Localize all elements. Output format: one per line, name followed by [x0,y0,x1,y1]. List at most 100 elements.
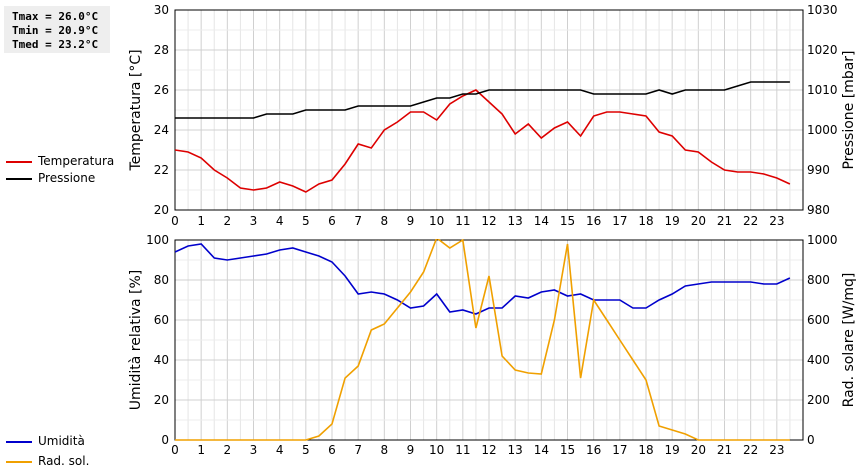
x-tick-label: 5 [302,214,310,228]
x-tick-label: 2 [224,443,232,457]
x-tick-label: 10 [429,214,444,228]
legend-swatch-pressione [6,178,32,180]
x-tick-label: 3 [250,443,258,457]
x-tick-label: 18 [638,443,653,457]
y-right-axis-title: Rad. solare [W/mq] [841,273,857,408]
y-right-tick-label: 1030 [807,3,838,17]
chart-panel-2: 0 1 2 3 4 5 6 7 8 9 10 11 12 13 14 15 16 17 18 19 20 21 22 2302… [128,233,857,457]
y-left-axis-title: Temperatura [°C] [128,49,144,171]
y-left-tick-label: 28 [154,43,169,57]
x-tick-label: 14 [534,443,549,457]
y-left-tick-label: 20 [154,393,169,407]
y-left-tick-label: 26 [154,83,169,97]
x-tick-label: 6 [328,443,336,457]
legend-swatch-rad-sol [6,461,32,463]
y-left-tick-label: 40 [154,353,169,367]
x-tick-label: 2 [224,214,232,228]
y-right-tick-label: 400 [807,353,830,367]
plot-frame [174,9,804,211]
x-tick-label: 13 [508,443,523,457]
x-tick-label: 19 [665,214,680,228]
x-tick-label: 11 [455,214,470,228]
y-left-tick-label: 20 [154,203,169,217]
x-tick-label: 23 [769,214,784,228]
y-left-tick-label: 0 [161,433,169,447]
legend-swatch-umidita [6,441,32,443]
y-left-tick-label: 60 [154,313,169,327]
x-tick-label: 9 [407,443,415,457]
series-line-rad-sol- [175,239,790,441]
chart-panel-1: 0 1 2 3 4 5 6 7 8 9 10 11 12 13 14 15 16 17 18 19 20 21 22 2320… [128,3,857,228]
x-tick-label: 0 [171,214,179,228]
legend-item-umidita: Umidità [6,433,158,450]
y-right-tick-label: 1000 [807,123,838,137]
x-tick-label: 7 [354,214,362,228]
series-line-pressione [175,81,790,119]
y-right-tick-label: 800 [807,273,830,287]
x-tick-label: 4 [276,443,284,457]
x-tick-label: 20 [691,443,706,457]
x-tick-label: 10 [429,443,444,457]
x-tick-label: 22 [743,214,758,228]
y-left-tick-label: 30 [154,3,169,17]
tmin-text: Tmin = 20.9°C [12,24,99,37]
legend-swatch-temperatura [6,161,32,163]
tmax-text: Tmax = 26.0°C [12,10,99,23]
y-left-tick-label: 100 [146,233,169,247]
x-tick-label: 16 [586,214,601,228]
x-tick-label: 8 [381,443,389,457]
y-right-tick-label: 600 [807,313,830,327]
x-tick-label: 12 [481,214,496,228]
y-right-tick-label: 200 [807,393,830,407]
x-tick-label: 5 [302,443,310,457]
x-tick-label: 15 [560,214,575,228]
x-tick-label: 3 [250,214,258,228]
y-left-axis-title: Umidità relativa [%] [128,270,144,411]
x-tick-label: 17 [612,443,627,457]
y-left-tick-label: 22 [154,163,169,177]
x-tick-label: 4 [276,214,284,228]
stats-box: Tmax = 26.0°C Tmin = 20.9°C Tmed = 23.2°… [4,6,110,53]
legend-item-pressione: Pressione [6,170,114,187]
tmed-text: Tmed = 23.2°C [12,38,99,51]
x-tick-label: 1 [197,214,205,228]
y-left-tick-label: 80 [154,273,169,287]
y-right-tick-label: 990 [807,163,830,177]
x-tick-label: 7 [354,443,362,457]
x-tick-label: 18 [638,214,653,228]
x-tick-label: 15 [560,443,575,457]
x-tick-label: 14 [534,214,549,228]
x-tick-label: 9 [407,214,415,228]
x-tick-label: 23 [769,443,784,457]
x-tick-label: 22 [743,443,758,457]
x-tick-label: 19 [665,443,680,457]
y-right-tick-label: 0 [807,433,815,447]
legend-label-umidita: Umidità [38,434,85,448]
x-tick-label: 13 [508,214,523,228]
x-tick-label: 6 [328,214,336,228]
legend-label-temperatura: Temperatura [38,154,115,168]
legend-label-pressione: Pressione [38,171,96,185]
y-right-tick-label: 1000 [807,233,838,247]
x-tick-label: 17 [612,214,627,228]
y-right-tick-label: 1010 [807,83,838,97]
x-tick-label: 21 [717,214,732,228]
x-tick-label: 12 [481,443,496,457]
plot-frame [174,239,804,441]
y-right-tick-label: 1020 [807,43,838,57]
series-line-temperatura [175,89,791,193]
x-tick-label: 11 [455,443,470,457]
x-tick-label: 16 [586,443,601,457]
legend-top: Temperatura Pressione [6,153,114,187]
x-tick-label: 20 [691,214,706,228]
x-tick-label: 0 [171,443,179,457]
x-tick-label: 21 [717,443,732,457]
legend-item-temperatura: Temperatura [6,153,114,170]
x-tick-label: 8 [381,214,389,228]
x-tick-label: 1 [197,443,205,457]
y-right-tick-label: 980 [807,203,830,217]
series-line-umidit- [175,243,791,315]
y-right-axis-title: Pressione [mbar] [841,50,857,169]
chart-svg: 0 1 2 3 4 5 6 7 8 9 10 11 12 13 14 15 16 17 18 19 20 21 22 2320… [128,3,857,457]
y-left-tick-label: 24 [154,123,169,137]
